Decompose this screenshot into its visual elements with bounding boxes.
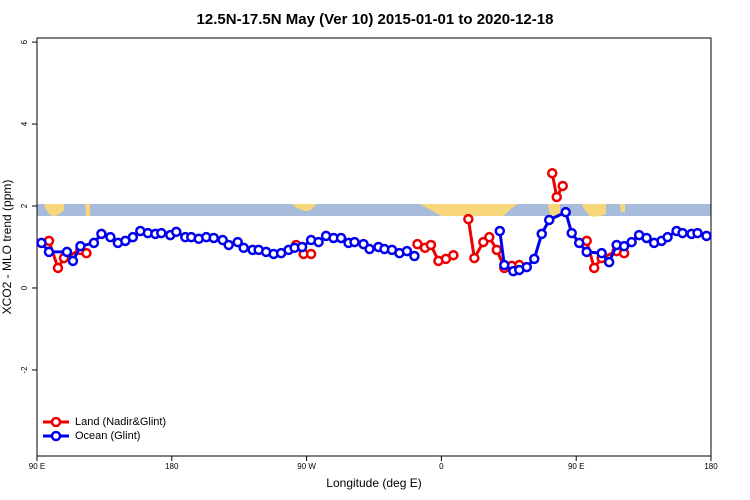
y-tick-label: 6 [20,39,29,44]
data-point [88,237,100,249]
data-point [677,227,688,239]
data-point [603,256,615,268]
x-tick-label: 0 [439,462,444,471]
data-point [551,191,562,203]
x-axis-label: Longitude (deg E) [326,476,421,490]
y-tick-label: 4 [20,121,29,126]
data-point [36,237,47,249]
data-point [546,167,558,179]
data-point [232,236,243,248]
data-point [127,231,139,243]
data-point [463,213,474,225]
data-point [484,231,495,243]
data-point [223,239,234,251]
data-point [61,246,73,258]
data-point [596,247,607,259]
data-point [491,244,503,256]
data-point [81,247,92,259]
series-line [47,172,625,272]
data-point [543,214,555,226]
data-point [96,228,107,240]
data-point [557,180,568,192]
data-point [692,227,703,239]
x-tick-label: 90 E [568,462,584,471]
data-point [75,240,86,252]
data-point [208,232,219,244]
data-point [52,262,64,274]
data-point [305,248,317,260]
data-point [494,225,506,237]
y-tick-label: 2 [20,203,29,208]
legend-label: Ocean (Glint) [75,430,140,442]
data-point [335,232,347,244]
legend-marker [50,430,62,442]
y-tick-label: 0 [20,285,29,290]
map-strip [37,204,711,217]
x-tick-label: 180 [165,462,179,471]
data-point [349,236,360,248]
land-shapes [44,204,625,217]
data-point [401,245,413,257]
data-point [641,232,652,244]
legend-label: Land (Nadir&Glint) [75,416,166,428]
data-point [67,255,79,267]
data-point [238,242,249,254]
data-point [529,253,540,265]
data-point [43,246,55,258]
data-point [499,259,510,271]
data-point [171,226,182,238]
x-tick-label: 180 [704,462,718,471]
legend-marker [50,416,62,428]
data-point [105,231,116,243]
data-point [560,206,571,218]
data-point [409,250,420,262]
data-point [448,249,459,261]
x-tick-label: 90 E [29,462,45,471]
data-point [313,236,324,248]
ocean-strip [37,204,711,216]
data-point [573,237,585,249]
data-point [626,236,637,248]
data-point [469,252,480,264]
data-point [662,231,673,243]
data-point [618,240,630,252]
x-tick-label: 90 W [297,462,316,471]
y-tick-label: -2 [20,366,29,374]
data-point [296,241,308,253]
data-point [701,230,712,242]
y-axis-label: XCO2 - MLO trend (ppm) [0,180,14,315]
data-point [536,228,548,240]
data-point [566,227,577,239]
data-point [156,227,167,239]
chart-title: 12.5N-17.5N May (Ver 10) 2015-01-01 to 2… [197,11,554,28]
data-point [588,262,600,274]
data-point [581,246,592,258]
data-point [425,239,437,251]
data-point [364,243,375,255]
data-point [521,261,533,273]
plot-frame [36,37,712,457]
